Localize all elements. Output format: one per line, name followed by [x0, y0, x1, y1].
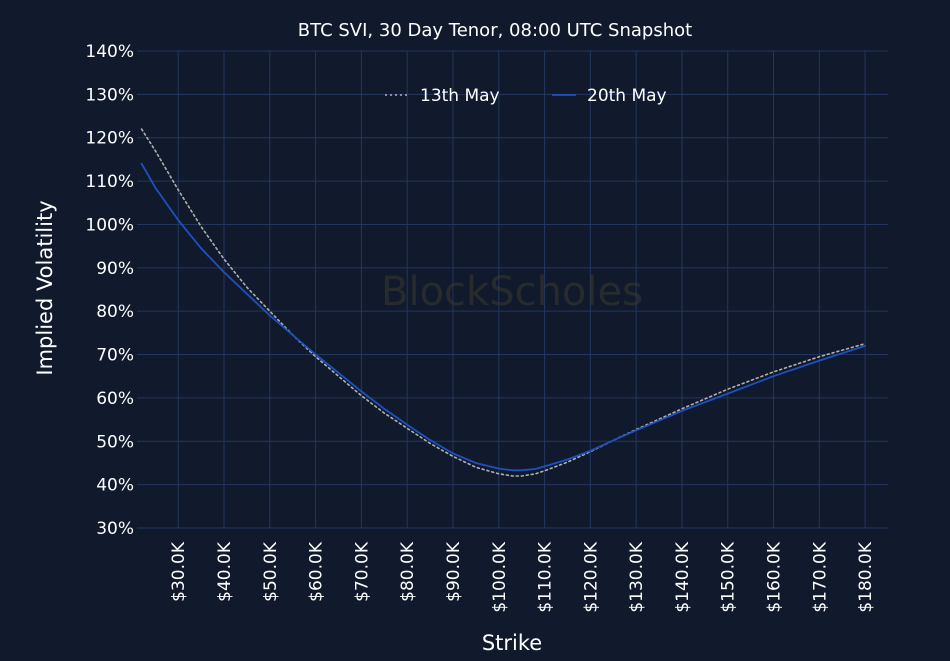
series-line-0 [140, 128, 866, 477]
x-tick-label: $40.0K [215, 541, 235, 602]
y-tick-label: 80% [96, 302, 134, 322]
x-tick-label: $80.0K [398, 541, 418, 602]
series-layer [140, 128, 866, 477]
x-axis-title: Strike [482, 631, 542, 655]
x-tick-label: $70.0K [352, 541, 372, 602]
y-tick-label: 110% [85, 172, 134, 192]
y-tick-label: 60% [96, 389, 134, 409]
x-tick-label: $150.0K [719, 541, 739, 612]
chart-title: BTC SVI, 30 Day Tenor, 08:00 UTC Snapsho… [298, 20, 692, 41]
y-tick-label: 70% [96, 346, 134, 366]
series-line-1 [140, 162, 866, 472]
y-tick-label: 140% [85, 42, 134, 62]
y-tick-label: 40% [96, 476, 134, 496]
x-tick-label: $90.0K [444, 541, 464, 602]
x-tick-label: $130.0K [627, 541, 647, 612]
x-tick-label: $160.0K [765, 541, 785, 612]
legend-label-1: 20th May [587, 86, 667, 106]
legend-label-0: 13th May [420, 86, 500, 106]
x-tick-label: $140.0K [673, 541, 693, 612]
x-tick-label: $170.0K [810, 541, 830, 612]
grid [137, 50, 888, 529]
y-tick-label: 50% [96, 432, 134, 452]
x-tick-label: $110.0K [536, 541, 556, 612]
x-tick-label: $100.0K [490, 541, 510, 612]
x-axis-ticks: $30.0K $40.0K $50.0K $60.0K $70.0K $80.0K $90.… [169, 541, 876, 612]
x-tick-label: $120.0K [581, 541, 601, 612]
y-tick-label: 100% [85, 215, 134, 235]
y-tick-label: 30% [96, 519, 134, 539]
y-tick-label: 120% [85, 129, 134, 149]
x-tick-label: $50.0K [261, 541, 281, 602]
y-axis-ticks: 30% 40% 50% 60% 70% 80% 90% 100% 110% 120% 130% 140… [85, 42, 134, 539]
x-tick-label: $180.0K [856, 541, 876, 612]
y-axis-title: Implied Volatility [33, 200, 57, 375]
y-tick-label: 130% [85, 85, 134, 105]
x-tick-label: $60.0K [307, 541, 327, 602]
legend: 13th May 20th May [385, 86, 667, 106]
y-tick-label: 90% [96, 259, 134, 279]
x-tick-label: $30.0K [169, 541, 189, 602]
watermark-logo: BlockScholes [381, 269, 643, 315]
